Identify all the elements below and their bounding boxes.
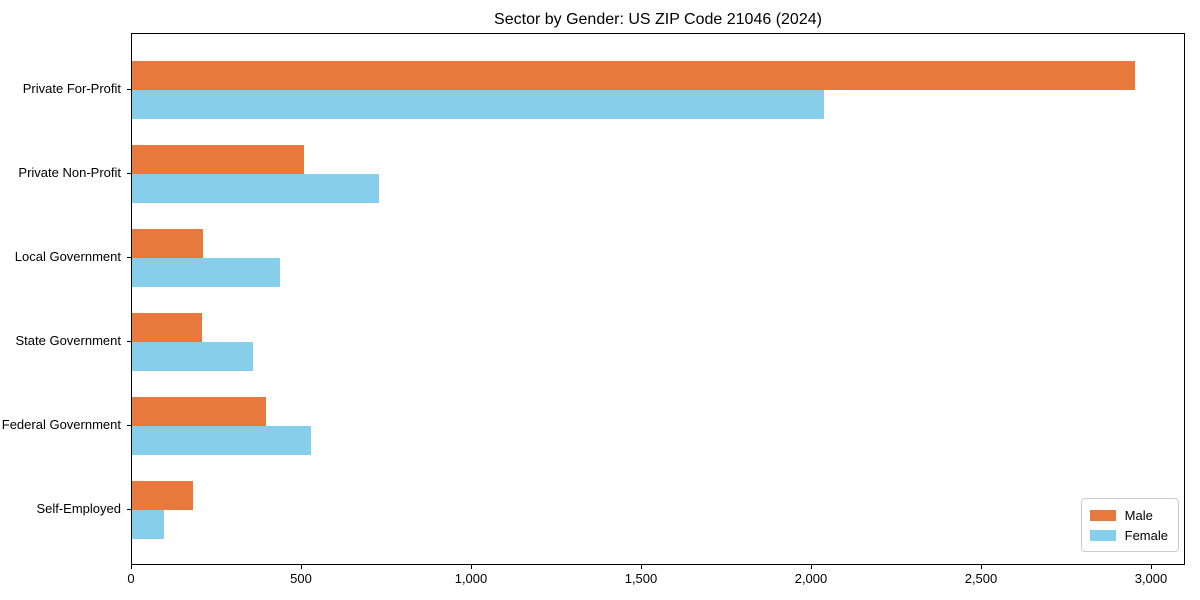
x-tick-label: 3,000 [1134,571,1168,586]
x-tick-mark [641,565,642,569]
x-tick-mark [301,565,302,569]
bar-male [132,481,194,510]
bar-female [132,174,379,203]
legend-entry-male: Male [1089,505,1168,525]
x-tick-label: 0 [127,571,135,586]
y-tick-mark [127,509,131,510]
legend-entry-female: Female [1089,525,1168,545]
y-tick-mark [127,341,131,342]
bar-male [132,61,1135,90]
plot-area: Male Female [131,33,1185,565]
bar-male [132,145,304,174]
y-tick-mark [127,425,131,426]
x-tick-label: 500 [290,571,312,586]
legend-label: Male [1124,507,1153,523]
legend-swatch-female [1089,529,1116,541]
bar-male [132,397,267,426]
x-tick-label: 1,500 [624,571,658,586]
x-tick-mark [1151,565,1152,569]
y-tick-label: Local Government [14,249,121,264]
legend: Male Female [1080,498,1179,552]
legend-label: Female [1124,527,1168,543]
legend-swatch-male [1089,509,1116,521]
y-tick-label: Self-Employed [36,501,121,516]
x-tick-mark [981,565,982,569]
chart-title: Sector by Gender: US ZIP Code 21046 (202… [494,11,822,28]
y-tick-label: Private Non-Profit [18,165,121,180]
y-tick-label: State Government [15,333,122,348]
y-tick-mark [127,89,131,90]
x-tick-label: 1,000 [454,571,488,586]
bar-female [132,342,253,371]
bar-female [132,426,311,455]
y-tick-label: Federal Government [1,417,121,432]
x-tick-label: 2,500 [964,571,998,586]
y-tick-label: Private For-Profit [22,81,121,96]
x-tick-label: 2,000 [794,571,828,586]
x-tick-mark [471,565,472,569]
bar-female [132,258,280,287]
bar-male [132,313,202,342]
y-tick-mark [127,257,131,258]
x-tick-mark [811,565,812,569]
bar-female [132,90,824,119]
bar-female [132,510,165,539]
y-tick-mark [127,173,131,174]
bar-male [132,229,204,258]
x-tick-mark [131,565,132,569]
